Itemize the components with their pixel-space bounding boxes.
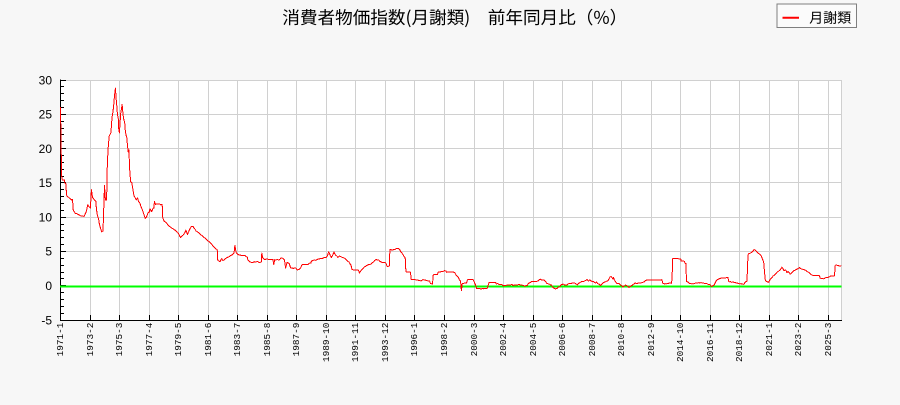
svg-text:1998-2: 1998-2 [439,323,450,357]
svg-text:2002-4: 2002-4 [498,322,509,356]
svg-text:15: 15 [39,176,53,190]
svg-text:1987-9: 1987-9 [291,323,302,357]
svg-text:1973-2: 1973-2 [85,323,96,357]
svg-text:30: 30 [39,73,53,87]
svg-text:2008-7: 2008-7 [587,323,598,357]
svg-text:25: 25 [39,108,53,122]
svg-text:2000-3: 2000-3 [469,322,480,356]
svg-text:2018-12: 2018-12 [734,323,745,362]
svg-text:2016-11: 2016-11 [705,322,716,362]
svg-text:10: 10 [39,210,53,224]
svg-text:1996-1: 1996-1 [409,322,420,356]
svg-text:1975-3: 1975-3 [114,322,125,356]
svg-text:1979-5: 1979-5 [173,322,184,356]
svg-text:1981-6: 1981-6 [203,322,214,356]
svg-text:2021-1: 2021-1 [764,322,775,356]
svg-text:2025-3: 2025-3 [823,322,834,356]
svg-text:2010-8: 2010-8 [616,322,627,356]
svg-text:20: 20 [39,142,53,156]
svg-text:1989-10: 1989-10 [321,322,332,362]
svg-text:1985-8: 1985-8 [262,322,273,356]
svg-text:1983-7: 1983-7 [232,323,243,357]
svg-text:2023-2: 2023-2 [793,323,804,357]
svg-text:2006-6: 2006-6 [557,322,568,356]
svg-text:0: 0 [45,279,52,293]
svg-text:1977-4: 1977-4 [144,322,155,356]
svg-text:1971-1: 1971-1 [55,322,66,356]
svg-text:1991-11: 1991-11 [350,322,361,362]
svg-text:2014-10: 2014-10 [675,322,686,362]
svg-text:1993-12: 1993-12 [380,323,391,362]
svg-text:2004-5: 2004-5 [528,322,539,356]
svg-text:2012-9: 2012-9 [646,323,657,357]
svg-text:5: 5 [45,245,52,259]
svg-text:-5: -5 [41,313,52,327]
